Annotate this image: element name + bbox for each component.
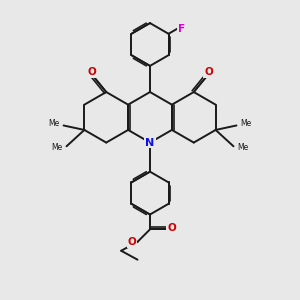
Text: O: O [204,67,213,77]
Text: Me: Me [237,143,248,152]
Text: O: O [167,223,176,233]
Text: Me: Me [240,119,251,128]
Text: F: F [178,24,185,34]
Text: Me: Me [49,119,60,128]
Text: O: O [87,67,96,77]
Text: O: O [128,237,136,247]
Text: Me: Me [52,143,63,152]
Text: N: N [146,138,154,148]
